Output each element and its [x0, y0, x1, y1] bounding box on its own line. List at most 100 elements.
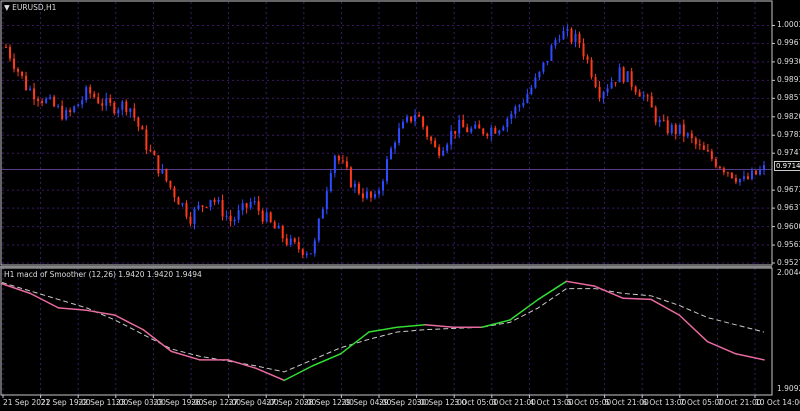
- candle-body: [137, 117, 140, 127]
- candle-body: [618, 67, 621, 83]
- x-axis-label: 28 Sep 12:00: [303, 398, 354, 407]
- candle-body: [402, 121, 405, 129]
- candle-body: [570, 29, 573, 43]
- candle-body: [165, 168, 168, 181]
- x-axis-label: 29 Sep 20:00: [379, 398, 430, 407]
- candle-body: [245, 203, 248, 208]
- candle-body: [329, 173, 332, 192]
- candle-body: [470, 128, 473, 133]
- candle-body: [53, 96, 56, 107]
- candle-body: [662, 119, 665, 121]
- candle-body: [209, 199, 212, 208]
- indicator-axis-label: 2.0044: [777, 268, 800, 277]
- macd-line-segment: [622, 297, 652, 301]
- macd-line-segment: [227, 359, 257, 370]
- price-axis-label: 0.98570: [777, 93, 800, 103]
- candle-body: [666, 120, 669, 134]
- x-axis-label: 7 Oct 05:00: [679, 398, 724, 407]
- candle-body: [394, 142, 397, 149]
- current-price-label: 0.97144: [774, 161, 800, 171]
- macd-line-segment: [706, 340, 737, 355]
- candle-body: [21, 71, 24, 76]
- candle-body: [758, 169, 761, 175]
- candle-body: [177, 197, 180, 205]
- macd-line-segment: [142, 328, 173, 353]
- candle-body: [478, 124, 481, 129]
- candle-body: [434, 140, 437, 148]
- candle-body: [337, 155, 340, 161]
- candle-body: [169, 180, 172, 188]
- candle-body: [281, 225, 284, 239]
- candle-body: [422, 116, 425, 127]
- candle-body: [742, 176, 745, 179]
- candle-body: [121, 101, 124, 110]
- candle-body: [538, 71, 541, 78]
- macd-line-segment: [650, 298, 681, 316]
- candle-body: [730, 172, 733, 179]
- macd-line-segment: [85, 309, 116, 316]
- candle-body: [141, 126, 144, 130]
- candle-body: [325, 191, 328, 210]
- candle-body: [406, 116, 409, 122]
- x-axis-label: 10 Oct 14:00: [755, 398, 800, 407]
- candle-body: [357, 183, 360, 194]
- price-axis-label: 0.97830: [777, 130, 800, 140]
- candle-body: [558, 39, 561, 41]
- candle-body: [305, 253, 308, 256]
- candle-body: [486, 134, 489, 136]
- macd-line-segment: [678, 314, 709, 343]
- candle-body: [81, 100, 84, 105]
- macd-line-segment: [1, 282, 31, 295]
- candle-body: [530, 87, 533, 94]
- candle-body: [450, 130, 453, 145]
- candle-body: [426, 126, 429, 137]
- candle-body: [181, 203, 184, 205]
- candle-body: [622, 67, 625, 83]
- candle-body: [269, 212, 272, 222]
- price-axis-label: 0.96730: [777, 185, 800, 195]
- candle-body: [670, 124, 673, 134]
- candle-body: [265, 212, 268, 222]
- candle-body: [582, 43, 585, 57]
- candle-body: [754, 170, 757, 175]
- candle-body: [373, 194, 376, 198]
- dropdown-arrow-icon[interactable]: ▼: [4, 3, 13, 12]
- candle-body: [69, 110, 72, 112]
- candle-body: [386, 159, 388, 182]
- candle-body: [446, 144, 449, 151]
- candle-body: [257, 201, 260, 211]
- candle-body: [233, 219, 236, 222]
- price-axis-label: 0.96000: [777, 221, 800, 231]
- candle-body: [249, 201, 252, 208]
- candle-body: [193, 209, 196, 224]
- x-axis-label: 23 Sep 19:00: [153, 398, 204, 407]
- candle-body: [313, 240, 316, 254]
- macd-line-segment: [368, 326, 398, 333]
- macd-line-segment: [593, 285, 624, 299]
- candle-body: [502, 127, 505, 131]
- x-axis-label: 22 Sep 11:00: [78, 398, 129, 407]
- candle-body: [253, 201, 256, 203]
- candle-body: [626, 71, 629, 83]
- candle-body: [594, 77, 597, 87]
- x-axis-label: 6 Oct 13:00: [642, 398, 687, 407]
- candle-body: [474, 124, 477, 129]
- candle-body: [590, 59, 593, 78]
- candle-body: [734, 178, 737, 183]
- candle-body: [654, 107, 657, 123]
- candle-body: [289, 238, 292, 245]
- candle-body: [494, 127, 497, 134]
- candle-body: [586, 56, 589, 60]
- candle-body: [534, 77, 537, 88]
- candle-body: [369, 191, 372, 198]
- candle-body: [554, 40, 557, 46]
- candle-body: [341, 160, 344, 162]
- candle-body: [710, 151, 713, 159]
- candle-body: [598, 86, 601, 98]
- macd-line-segment: [311, 353, 342, 367]
- x-axis-label: 4 Oct 13:00: [529, 398, 574, 407]
- candle-body: [606, 88, 609, 93]
- candle-body: [674, 124, 677, 134]
- price-axis-label: 0.98930: [777, 75, 800, 85]
